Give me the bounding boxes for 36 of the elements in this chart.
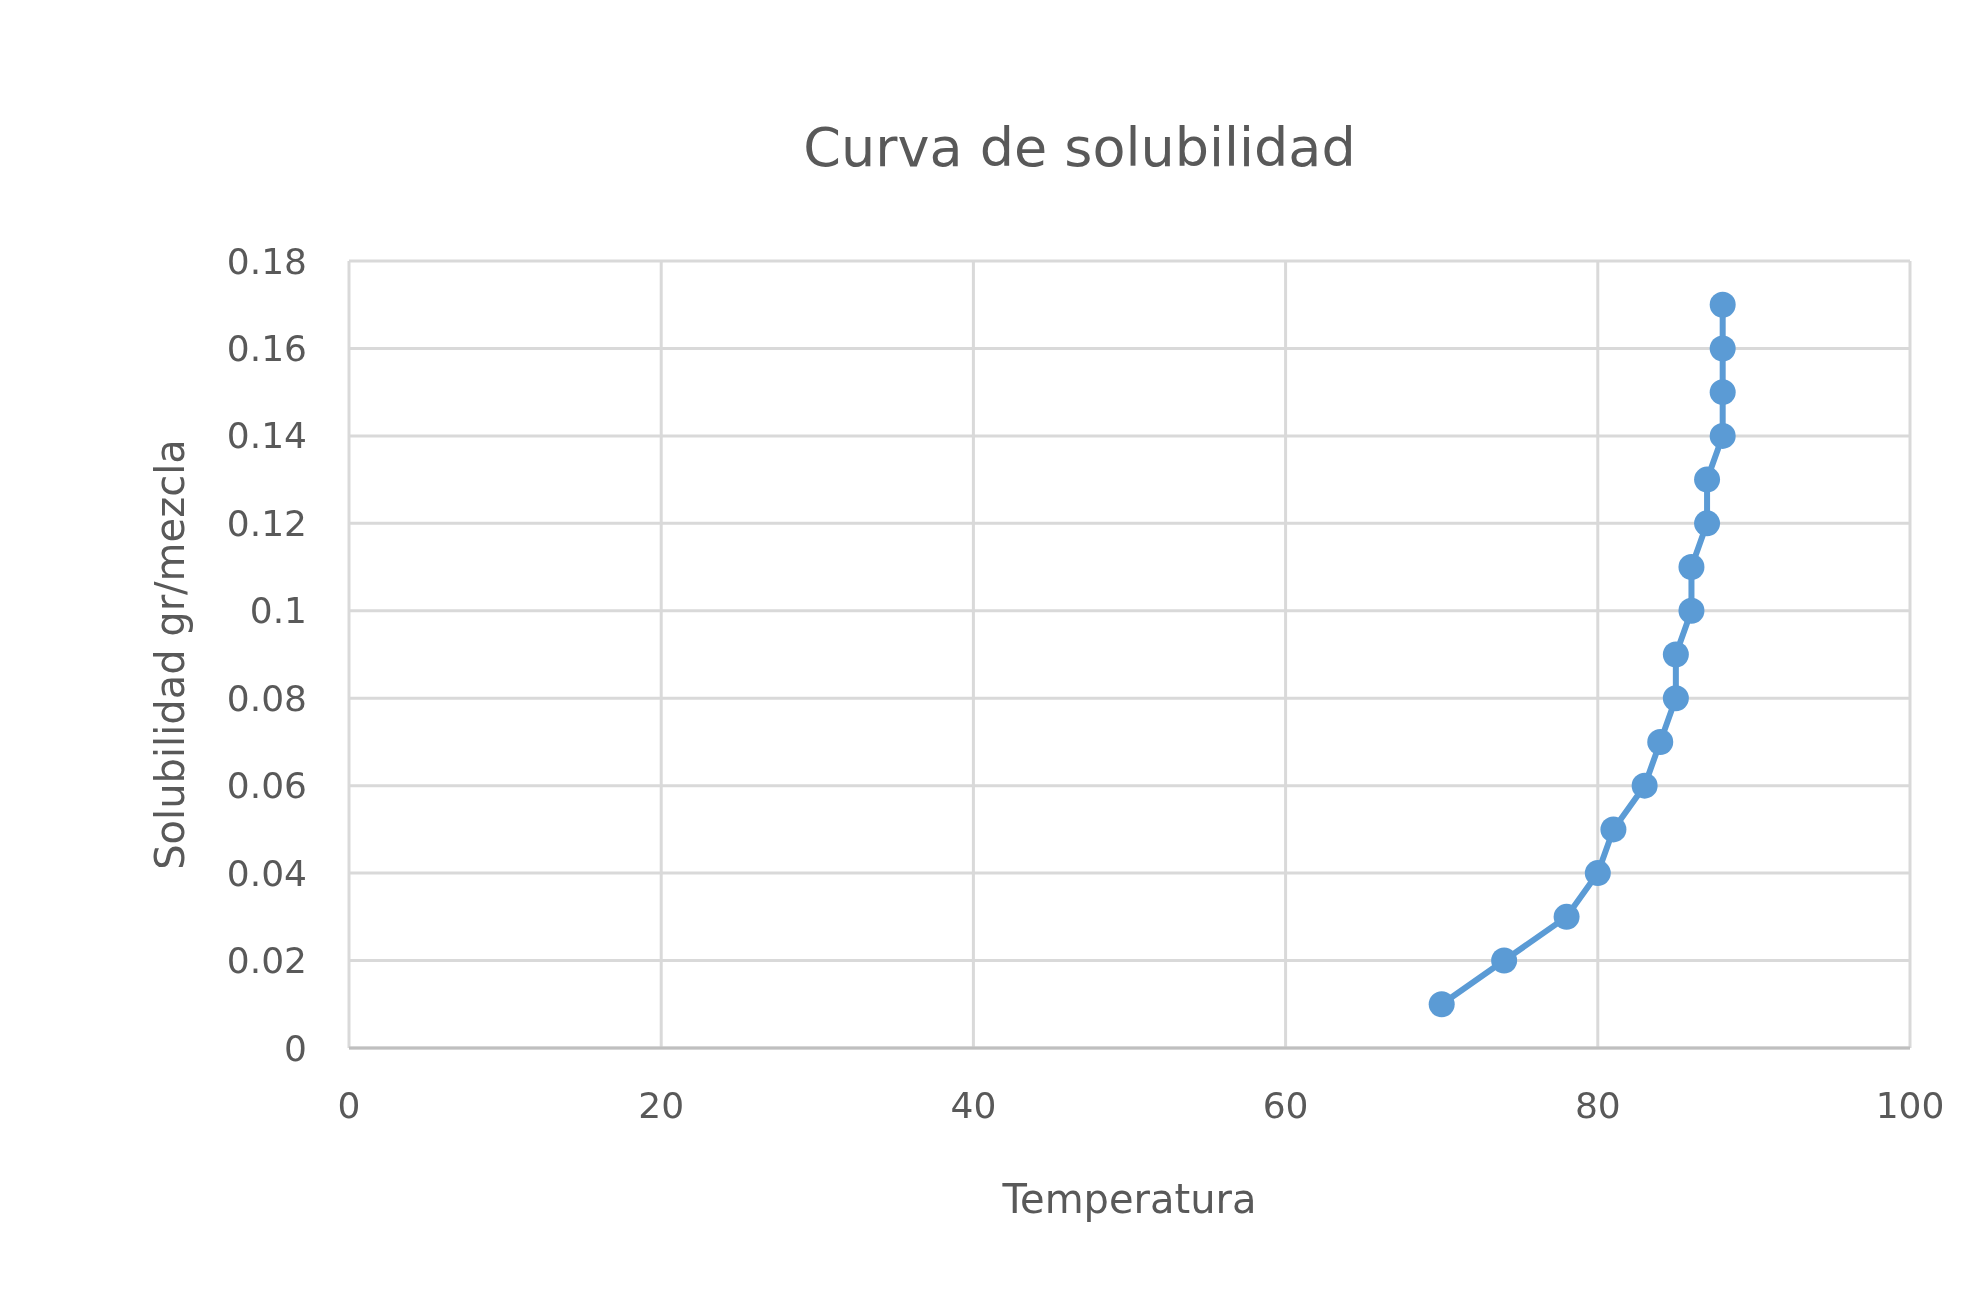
x-tick-label: 60: [1262, 1085, 1309, 1126]
y-tick-label: 0.14: [226, 415, 307, 457]
point: [1694, 510, 1721, 537]
point: [1553, 903, 1580, 930]
y-tick-label: 0.06: [226, 765, 307, 807]
y-tick-label: 0.04: [226, 852, 307, 894]
y-tick-label: 0.02: [226, 940, 307, 982]
point: [1662, 685, 1689, 712]
x-tick-label: 0: [337, 1085, 361, 1126]
point: [1600, 816, 1627, 843]
y-tick-label: 0.12: [226, 502, 307, 544]
x-axis-title: Temperatura: [1001, 1176, 1257, 1222]
y-tick-label: 0: [284, 1027, 307, 1069]
point: [1678, 554, 1705, 581]
chart-title: Curva de solubilidad: [803, 116, 1356, 179]
y-tick-label: 0.18: [226, 240, 307, 282]
y-tick-label: 0.16: [226, 327, 307, 369]
point: [1491, 947, 1518, 974]
point: [1709, 379, 1736, 406]
point: [1584, 860, 1611, 887]
point: [1662, 641, 1689, 668]
point: [1694, 466, 1721, 493]
point: [1709, 335, 1736, 362]
y-tick-label: 0.08: [226, 677, 307, 719]
point: [1709, 422, 1736, 449]
x-tick-label: 80: [1574, 1085, 1621, 1126]
y-tick-label: 0.1: [249, 590, 307, 632]
point: [1631, 772, 1658, 799]
x-tick-label: 20: [638, 1085, 685, 1126]
point: [1647, 728, 1674, 755]
point: [1709, 291, 1736, 318]
y-axis-title: Solubilidad gr/mezcla: [147, 439, 193, 870]
point: [1428, 991, 1455, 1018]
x-tick-label: 100: [1875, 1085, 1945, 1126]
point: [1678, 597, 1705, 624]
x-tick-label: 40: [950, 1085, 997, 1126]
